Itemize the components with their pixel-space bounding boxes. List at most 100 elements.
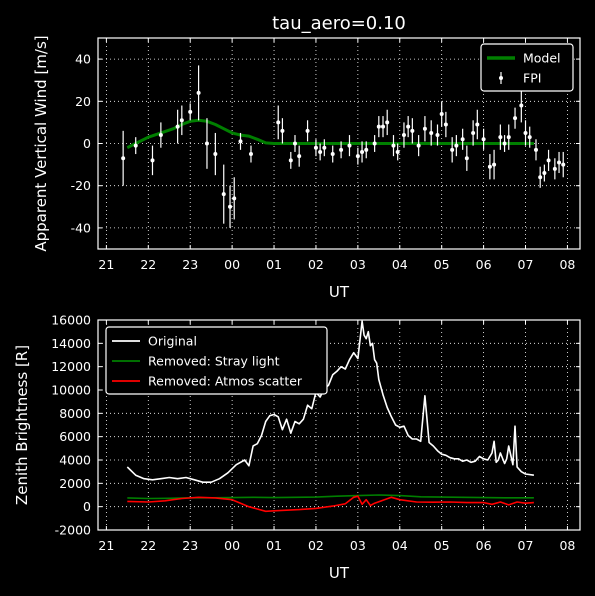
top-fpi-point — [401, 133, 406, 138]
top-fpi-point — [248, 152, 253, 157]
top-fpi-point — [228, 204, 233, 209]
top-fpi-point — [360, 149, 365, 154]
bottom-y-axis-label: Zenith Brightness [R] — [13, 345, 31, 505]
top-legend-label: Model — [523, 51, 561, 66]
top-xtick-label: 07 — [518, 257, 534, 272]
top-fpi-point — [288, 158, 293, 163]
top-xtick-label: 21 — [98, 257, 114, 272]
bottom-axes-frame — [97, 319, 581, 531]
bottom-xtick-label: 02 — [308, 538, 324, 553]
top-fpi-point — [506, 135, 511, 140]
top-fpi-point — [443, 122, 448, 127]
bottom-ytick-label: 14000 — [51, 336, 91, 351]
top-plot-area — [121, 65, 566, 228]
top-xtick-label: 22 — [140, 257, 156, 272]
top-fpi-point — [454, 143, 459, 148]
top-legend-label: FPI — [523, 71, 541, 86]
top-fpi-point — [238, 139, 243, 144]
top-fpi-point — [502, 141, 507, 146]
bottom-ytick-label: 0 — [83, 499, 91, 514]
bottom-ytick-label: -2000 — [55, 523, 91, 538]
top-ytick-label: 40 — [75, 52, 91, 67]
bottom-legend-box — [105, 326, 328, 395]
top-ytick-label: 20 — [75, 94, 91, 109]
top-fpi-point — [546, 158, 551, 163]
top-fpi-point — [385, 120, 390, 125]
top-panel: 21 22 23 00 01 02 03 04 05 06 07 08 -40 -20 0 20 40 tau_a… — [32, 13, 581, 301]
top-fpi-point — [158, 133, 163, 138]
bottom-xtick-label: 21 — [98, 538, 114, 553]
top-fpi-point — [460, 137, 465, 142]
top-fpi-point — [406, 124, 411, 129]
bottom-legend: Original Removed: Stray light Removed: Atm… — [105, 326, 328, 395]
top-xtick-label: 04 — [392, 257, 408, 272]
top-fpi-point — [439, 111, 444, 116]
top-fpi-point — [381, 124, 386, 129]
top-fpi-point — [533, 147, 538, 152]
top-ytick-label: -40 — [71, 220, 91, 235]
bottom-xtick-label: 08 — [559, 538, 575, 553]
top-fpi-point — [492, 162, 497, 167]
top-ytick-label: 0 — [83, 136, 91, 151]
bottom-x-axis-label: UT — [329, 564, 350, 582]
top-xtick-label: 08 — [559, 257, 575, 272]
bottom-xtick-label: 00 — [224, 538, 240, 553]
top-fpi-point — [221, 192, 226, 197]
top-fpi-point — [552, 166, 557, 171]
bottom-xtick-label: 06 — [476, 538, 492, 553]
top-fpi-point — [410, 128, 415, 133]
top-fpi-point — [527, 135, 532, 140]
top-fpi-point — [513, 116, 518, 121]
bottom-ytick-label: 10000 — [51, 383, 91, 398]
top-fpi-point — [175, 124, 180, 129]
top-fpi-point — [519, 103, 524, 108]
top-fpi-point — [557, 160, 562, 165]
top-ytick-label: -20 — [71, 178, 91, 193]
bottom-xtick-label: 23 — [182, 538, 198, 553]
bottom-ytick-label: 2000 — [59, 476, 91, 491]
top-fpi-point — [372, 141, 377, 146]
top-xtick-label: 03 — [350, 257, 366, 272]
top-fpi-point — [322, 145, 327, 150]
top-fpi-point — [133, 143, 138, 148]
top-fpi-point — [422, 126, 427, 131]
top-fpi-point — [561, 162, 566, 167]
top-fpi-point — [232, 196, 237, 201]
top-fpi-point — [538, 175, 543, 180]
top-legend-swatch-fpi-dot — [499, 76, 503, 80]
top-fpi-point — [196, 90, 201, 95]
top-fpi-point — [339, 147, 344, 152]
bottom-xtick-label: 07 — [518, 538, 534, 553]
top-fpi-point — [313, 145, 318, 150]
top-fpi-point — [305, 128, 310, 133]
top-xtick-label: 06 — [476, 257, 492, 272]
top-fpi-point — [376, 124, 381, 129]
top-fpi-point — [330, 152, 335, 157]
bottom-ytick-label: 8000 — [59, 406, 91, 421]
top-fpi-point — [498, 135, 503, 140]
bottom-xtick-label: 05 — [434, 538, 450, 553]
top-fpi-point — [318, 149, 323, 154]
bottom-panel: 21 22 23 00 01 02 03 04 05 06 07 08 -2000 0 2000 4000 60… — [13, 313, 581, 582]
top-fpi-point — [435, 133, 440, 138]
bottom-ytick-label: 12000 — [51, 359, 91, 374]
bottom-series-original — [126, 320, 535, 484]
bottom-legend-label: Original — [148, 334, 197, 349]
top-chart-title: tau_aero=0.10 — [272, 13, 406, 34]
top-xtick-label: 01 — [266, 257, 282, 272]
top-fpi-point — [204, 141, 209, 146]
top-fpi-point — [347, 143, 352, 148]
top-fpi-point — [475, 122, 480, 127]
top-fpi-point — [416, 143, 421, 148]
top-series-model — [126, 118, 534, 150]
top-xtick-label: 05 — [434, 257, 450, 272]
top-xtick-label: 02 — [308, 257, 324, 272]
top-x-axis-label: UT — [329, 283, 350, 301]
top-fpi-point — [280, 128, 285, 133]
top-fpi-point — [121, 156, 126, 161]
bottom-ytick-label: 6000 — [59, 429, 91, 444]
top-fpi-point — [391, 143, 396, 148]
bottom-xtick-label: 01 — [266, 538, 282, 553]
top-fpi-point — [487, 164, 492, 169]
